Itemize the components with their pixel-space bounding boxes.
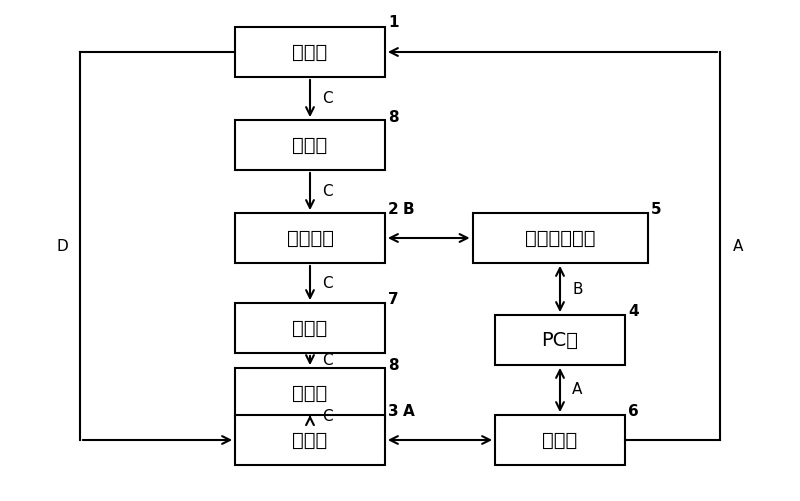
- Text: C: C: [322, 353, 333, 368]
- Bar: [473, 213, 647, 263]
- Text: B: B: [403, 202, 414, 217]
- Text: 电流检测模块: 电流检测模块: [525, 228, 595, 247]
- Bar: [235, 368, 385, 418]
- Bar: [235, 27, 385, 77]
- Text: D: D: [56, 238, 68, 254]
- Bar: [495, 415, 625, 465]
- Text: 4: 4: [628, 305, 638, 320]
- Text: C: C: [322, 91, 333, 106]
- Text: 交换机: 交换机: [542, 430, 578, 449]
- Text: 6: 6: [628, 404, 638, 419]
- Text: PC机: PC机: [542, 331, 578, 350]
- Text: 2: 2: [388, 202, 398, 217]
- Bar: [235, 213, 385, 263]
- Text: 功放模块: 功放模块: [286, 228, 334, 247]
- Text: A: A: [403, 404, 414, 419]
- Text: 5: 5: [650, 202, 661, 217]
- Text: 隔直头: 隔直头: [292, 135, 328, 154]
- Text: C: C: [322, 409, 333, 424]
- Text: 隔直头: 隔直头: [292, 383, 328, 402]
- Text: 信号源: 信号源: [292, 43, 328, 62]
- Text: 7: 7: [388, 293, 398, 308]
- Text: 8: 8: [388, 358, 398, 373]
- Bar: [235, 120, 385, 170]
- Bar: [235, 415, 385, 465]
- Bar: [235, 303, 385, 353]
- Text: 3: 3: [388, 404, 398, 419]
- Text: 8: 8: [388, 110, 398, 125]
- Text: A: A: [733, 238, 743, 254]
- Text: C: C: [322, 184, 333, 199]
- Text: 频谱仪: 频谱仪: [292, 430, 328, 449]
- Text: B: B: [572, 282, 582, 297]
- Text: C: C: [322, 276, 333, 291]
- Text: 衰减器: 衰减器: [292, 319, 328, 338]
- Bar: [495, 315, 625, 365]
- Text: A: A: [572, 382, 582, 397]
- Text: 1: 1: [388, 15, 398, 30]
